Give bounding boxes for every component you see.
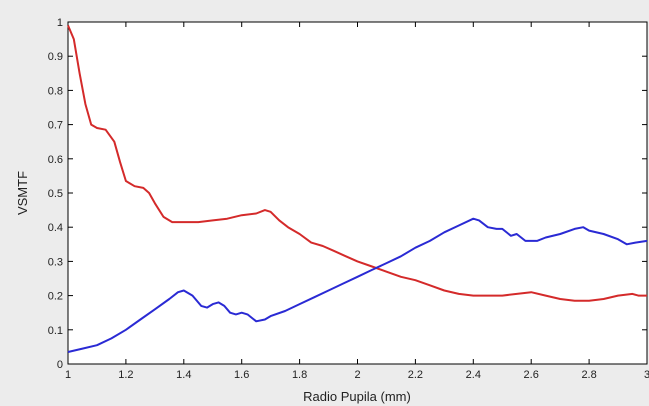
series-group xyxy=(67,25,648,353)
x-tick-label: 2.8 xyxy=(581,369,596,381)
x-tick-label: 2.6 xyxy=(524,369,539,381)
x-tick-label: 2 xyxy=(354,369,360,381)
x-tick-label: 2.2 xyxy=(408,369,423,381)
x-axis-label: Radio Pupila (mm) xyxy=(303,389,411,404)
x-tick-label: 1 xyxy=(65,369,71,381)
y-axis-label: VSMTF xyxy=(15,171,30,215)
x-tick-label: 2.4 xyxy=(466,369,481,381)
y-tick-label: 0.6 xyxy=(48,154,63,166)
axis-ticks: 1 1.2 1.4 1.6 1.8 2 2.2 2.4 2.6 2.8 3 0 0.1 0.2 0.3 0.4… xyxy=(48,17,649,381)
series-line-2 xyxy=(67,217,648,353)
x-tick-label: 3 xyxy=(644,369,649,381)
x-tick-label: 1.8 xyxy=(292,369,307,381)
y-tick-label: 0.9 xyxy=(48,51,63,63)
y-tick-label: 1 xyxy=(57,17,63,29)
x-tick-label: 1.2 xyxy=(118,369,133,381)
y-tick-label: 0.2 xyxy=(48,291,63,303)
y-tick-label: 0 xyxy=(57,359,63,371)
y-tick-label: 0.5 xyxy=(48,188,63,200)
y-tick-label: 0.3 xyxy=(48,256,63,268)
y-tick-label: 0.7 xyxy=(48,120,63,132)
series-line-1 xyxy=(67,25,647,302)
y-tick-label: 0.1 xyxy=(48,325,63,337)
x-tick-label: 1.4 xyxy=(176,369,191,381)
plot-area xyxy=(67,21,648,365)
x-tick-label: 1.6 xyxy=(234,369,249,381)
y-tick-label: 0.8 xyxy=(48,85,63,97)
y-tick-label: 0.4 xyxy=(48,222,63,234)
